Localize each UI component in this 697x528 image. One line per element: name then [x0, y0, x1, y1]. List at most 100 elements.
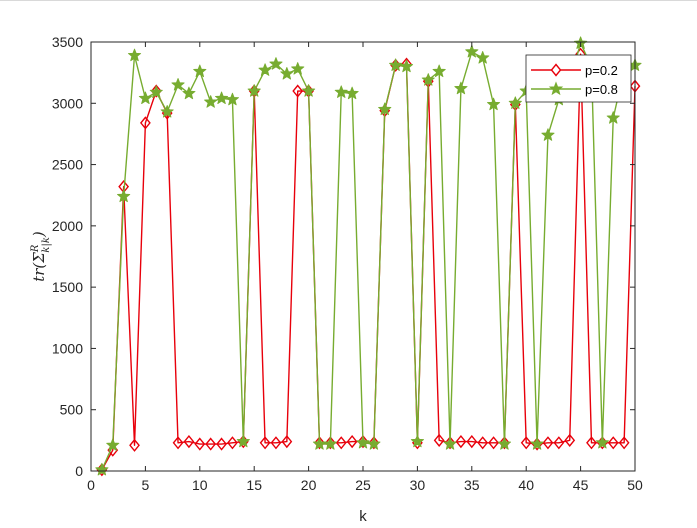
y-axis-label: tr(ΣRk|k) — [30, 231, 52, 282]
x-tick-label: 45 — [573, 477, 589, 493]
y-tick-label: 500 — [60, 402, 84, 418]
data-point — [378, 102, 392, 116]
data-point — [270, 436, 282, 450]
data-point — [520, 436, 532, 450]
data-point — [160, 104, 174, 118]
data-point — [466, 434, 478, 449]
x-tick-label: 5 — [142, 477, 150, 493]
data-point — [324, 436, 336, 450]
data-point — [586, 436, 597, 450]
y-axis-label-main: tr(Σ — [30, 252, 48, 282]
data-point — [193, 64, 207, 78]
data-point — [357, 434, 369, 449]
top-border-line — [0, 0, 697, 1]
data-point — [214, 91, 229, 105]
data-point — [368, 436, 380, 450]
data-point — [433, 433, 445, 447]
data-point — [389, 58, 403, 71]
legend: p=0.2 p=0.8 — [525, 54, 632, 103]
data-point — [476, 51, 490, 64]
x-tick-label: 25 — [355, 477, 371, 493]
data-point — [618, 436, 630, 450]
y-tick-label: 3500 — [52, 34, 83, 50]
data-point — [259, 436, 271, 450]
data-point — [595, 435, 609, 449]
data-point — [138, 91, 152, 105]
data-point — [367, 437, 381, 450]
data-point — [236, 434, 250, 448]
data-point — [269, 57, 283, 70]
data-point — [150, 84, 162, 98]
data-point — [204, 95, 218, 108]
y-axis-label-sub: k|k — [41, 237, 52, 253]
data-point — [541, 128, 555, 141]
data-point — [323, 437, 337, 450]
data-point — [172, 436, 184, 450]
y-axis-label-close: ) — [30, 231, 48, 238]
x-tick-label: 40 — [518, 477, 534, 493]
data-point — [499, 436, 510, 450]
plot-area — [91, 42, 635, 471]
plot-background — [91, 42, 635, 471]
legend-marker — [548, 81, 564, 96]
data-point — [508, 96, 522, 109]
legend-marker — [550, 63, 562, 77]
data-point — [139, 116, 151, 130]
legend-label: p=0.8 — [585, 82, 618, 97]
series-line-2 — [101, 42, 636, 471]
data-point — [129, 438, 140, 452]
x-tick-label: 15 — [246, 477, 262, 493]
data-point — [194, 437, 206, 451]
data-point — [205, 437, 217, 451]
data-point — [542, 436, 554, 450]
data-point — [553, 436, 565, 450]
data-point — [497, 437, 512, 450]
data-point — [432, 64, 446, 78]
y-tick-label: 1500 — [52, 279, 83, 295]
x-tick-label: 35 — [464, 477, 480, 493]
x-tick-label: 10 — [192, 477, 208, 493]
y-tick-label: 2500 — [52, 157, 83, 173]
data-point — [443, 437, 457, 450]
legend-label: p=0.2 — [585, 63, 618, 78]
data-point — [106, 438, 120, 451]
data-point — [171, 78, 185, 91]
ticks-layer: 0 5 10 15 20 25 30 35 40 45 5005001000150020002500… — [52, 34, 643, 493]
data-point — [410, 434, 424, 448]
data-point — [292, 84, 304, 98]
data-point — [607, 436, 619, 450]
data-point — [302, 84, 316, 97]
data-point — [356, 435, 370, 449]
x-tick-label: 0 — [87, 477, 95, 493]
data-point — [117, 189, 131, 203]
y-tick-label: 3000 — [52, 95, 83, 111]
data-point — [182, 86, 196, 100]
data-point — [486, 97, 501, 111]
data-point — [346, 434, 358, 449]
data-point — [225, 92, 240, 106]
data-point — [216, 437, 227, 451]
data-point — [149, 85, 163, 98]
data-point — [488, 436, 499, 450]
legend-box — [525, 54, 632, 103]
data-point — [444, 436, 456, 450]
data-point — [314, 436, 325, 450]
data-point — [399, 59, 414, 73]
data-point — [247, 84, 261, 97]
x-tick-label: 30 — [410, 477, 426, 493]
legend-item-1: p=0.2 — [531, 63, 618, 78]
data-point — [281, 434, 293, 449]
data-point — [258, 63, 272, 76]
data-point — [530, 437, 544, 450]
x-tick-label: 50 — [627, 477, 643, 493]
data-point — [95, 462, 109, 476]
series-layer — [95, 36, 642, 477]
svg-text:tr(ΣRk|k): tr(ΣRk|k) — [30, 231, 52, 282]
data-point — [454, 81, 468, 95]
data-point — [291, 62, 305, 75]
legend-item-2: p=0.8 — [531, 81, 618, 97]
y-tick-label: 0 — [75, 463, 83, 479]
y-tick-label: 1000 — [52, 340, 83, 356]
data-point — [345, 86, 359, 100]
